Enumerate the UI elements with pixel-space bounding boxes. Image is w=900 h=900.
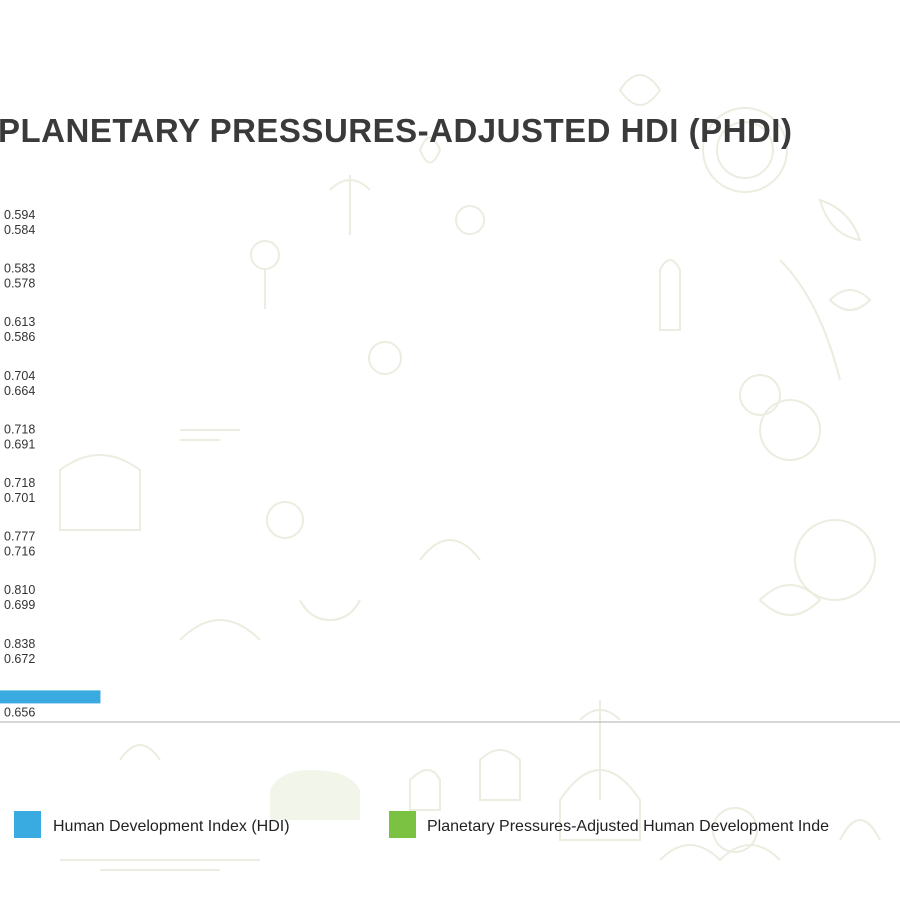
legend-swatch-phdi: [389, 811, 416, 838]
chart-title: PLANETARY PRESSURES-ADJUSTED HDI (PHDI): [0, 112, 792, 149]
value-label-hdi: 0.718: [4, 422, 35, 436]
bar-groups: [0, 690, 101, 704]
value-label-phdi: 0.656: [4, 705, 35, 719]
legend-label-hdi: Human Development Index (HDI): [53, 818, 290, 835]
legend: Human Development Index (HDI) Planetary …: [14, 811, 829, 838]
background-illustration: [59, 74, 881, 871]
value-label-hdi: 0.777: [4, 530, 35, 544]
value-label-hdi: 0.810: [4, 583, 35, 597]
value-label-phdi: 0.701: [4, 491, 35, 505]
value-label-phdi: 0.699: [4, 598, 35, 612]
value-label-hdi: 0.583: [4, 262, 35, 276]
value-label-phdi: 0.691: [4, 437, 35, 451]
value-label-hdi: 0.704: [4, 369, 35, 383]
value-label-phdi: 0.584: [4, 223, 35, 237]
bar-hdi: [0, 690, 101, 704]
value-label-phdi: 0.578: [4, 277, 35, 291]
value-label-hdi: 0.718: [4, 476, 35, 490]
legend-swatch-hdi: [14, 811, 41, 838]
value-label-hdi: 0.613: [4, 315, 35, 329]
value-label-hdi: 0.838: [4, 637, 35, 651]
legend-label-phdi: Planetary Pressures-Adjusted Human Devel…: [427, 818, 829, 835]
value-label-phdi: 0.716: [4, 545, 35, 559]
value-label-phdi: 0.672: [4, 652, 35, 666]
value-label-phdi: 0.586: [4, 330, 35, 344]
value-label-hdi: 0.594: [4, 208, 35, 222]
value-label-phdi: 0.664: [4, 384, 35, 398]
